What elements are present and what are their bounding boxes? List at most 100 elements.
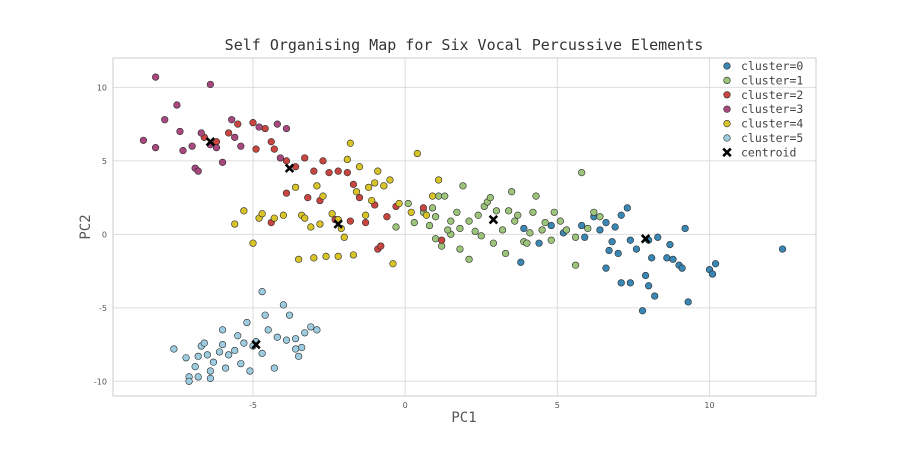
- data-point-cluster-0: [648, 254, 656, 262]
- data-point-cluster-5: [218, 326, 227, 334]
- data-point-cluster-5: [231, 346, 239, 355]
- data-point-cluster-4: [313, 182, 321, 190]
- data-point-cluster-4: [386, 176, 394, 184]
- data-point-cluster-5: [246, 367, 254, 375]
- data-point-cluster-1: [435, 192, 443, 200]
- data-point-cluster-3: [273, 120, 281, 128]
- data-point-cluster-1: [501, 249, 510, 258]
- data-point-cluster-0: [617, 211, 625, 219]
- data-point-cluster-5: [270, 364, 278, 372]
- data-point-cluster-4: [322, 252, 330, 260]
- data-point-cluster-4: [319, 192, 327, 200]
- data-point-cluster-0: [645, 282, 653, 290]
- data-point-cluster-0: [626, 279, 634, 287]
- legend-swatch: [723, 119, 731, 128]
- data-point-cluster-1: [477, 232, 485, 240]
- data-point-cluster-1: [526, 229, 534, 237]
- data-points: [139, 73, 787, 385]
- data-point-cluster-5: [264, 326, 272, 334]
- data-point-cluster-1: [571, 233, 580, 241]
- data-point-cluster-0: [641, 271, 650, 280]
- data-point-cluster-4: [270, 214, 278, 222]
- data-point-cluster-5: [234, 332, 242, 340]
- legend-swatch: [723, 76, 731, 84]
- data-point-cluster-5: [279, 301, 288, 309]
- data-point-cluster-5: [291, 335, 300, 343]
- data-point-cluster-0: [547, 221, 555, 230]
- data-point-cluster-2: [304, 194, 312, 202]
- data-point-cluster-0: [669, 255, 677, 263]
- data-point-cluster-5: [243, 318, 251, 327]
- data-point-cluster-2: [346, 217, 354, 225]
- data-point-cluster-1: [410, 218, 418, 227]
- data-point-cluster-0: [520, 224, 528, 233]
- data-point-cluster-5: [215, 348, 224, 356]
- data-point-cluster-1: [465, 255, 473, 263]
- data-point-cluster-5: [225, 351, 233, 359]
- data-point-cluster-5: [258, 288, 266, 296]
- data-point-cluster-4: [389, 260, 397, 268]
- data-point-cluster-4: [295, 255, 303, 263]
- data-point-cluster-1: [505, 207, 513, 215]
- data-point-cluster-5: [218, 340, 227, 349]
- data-point-cluster-4: [365, 183, 373, 191]
- data-point-cluster-1: [392, 223, 400, 231]
- data-point-cluster-0: [678, 264, 686, 272]
- data-point-cluster-1: [425, 221, 434, 230]
- data-point-cluster-2: [270, 145, 278, 153]
- legend-label: cluster=3: [741, 102, 803, 116]
- y-tick-label: 0: [102, 230, 107, 239]
- data-point-cluster-2: [383, 213, 391, 221]
- y-tick-label: -5: [99, 304, 107, 313]
- data-point-cluster-0: [614, 249, 622, 258]
- data-point-cluster-1: [529, 208, 537, 216]
- data-point-cluster-3: [176, 127, 184, 136]
- data-point-cluster-3: [237, 142, 245, 150]
- data-point-cluster-2: [252, 145, 260, 153]
- data-point-cluster-2: [419, 204, 428, 212]
- data-point-cluster-0: [663, 254, 671, 262]
- legend-swatch: [723, 91, 731, 99]
- data-point-cluster-2: [334, 167, 342, 175]
- data-point-cluster-1: [489, 239, 498, 247]
- data-point-cluster-1: [547, 236, 555, 244]
- data-point-cluster-1: [571, 261, 580, 269]
- data-point-cluster-1: [514, 211, 522, 219]
- data-point-cluster-4: [374, 167, 382, 175]
- data-point-cluster-4: [307, 223, 315, 231]
- data-point-cluster-5: [298, 343, 306, 352]
- legend-entry-centroid: centroid: [722, 145, 796, 159]
- centroid-marker: [640, 234, 651, 244]
- data-point-cluster-0: [711, 260, 720, 268]
- data-point-cluster-4: [343, 155, 351, 163]
- y-tick-label: -10: [94, 377, 107, 386]
- data-point-cluster-5: [203, 351, 211, 359]
- data-point-cluster-4: [380, 182, 388, 190]
- data-point-cluster-4: [422, 211, 431, 219]
- data-point-cluster-1: [431, 213, 440, 221]
- data-point-cluster-2: [249, 119, 257, 127]
- data-point-cluster-4: [407, 208, 415, 216]
- data-point-cluster-3: [179, 146, 187, 155]
- data-point-cluster-5: [240, 339, 248, 347]
- data-point-cluster-5: [313, 326, 321, 334]
- data-point-cluster-0: [708, 270, 717, 278]
- data-point-cluster-1: [441, 192, 449, 200]
- data-point-cluster-4: [258, 210, 266, 218]
- centroid-marker: [333, 219, 343, 229]
- data-point-cluster-1: [590, 208, 598, 216]
- data-point-cluster-0: [578, 221, 586, 230]
- data-point-cluster-5: [222, 364, 230, 372]
- data-point-cluster-2: [319, 157, 327, 165]
- data-point-cluster-5: [206, 374, 214, 382]
- data-point-cluster-1: [428, 204, 437, 212]
- data-point-cluster-4: [371, 179, 379, 187]
- data-point-cluster-0: [684, 298, 692, 306]
- legend-entry-cluster-1: cluster=1: [723, 73, 803, 87]
- legend-swatch: [723, 105, 731, 113]
- data-point-cluster-2: [355, 194, 364, 202]
- data-point-cluster-5: [295, 352, 303, 360]
- data-point-cluster-2: [438, 236, 446, 244]
- data-point-cluster-5: [170, 345, 178, 353]
- data-point-cluster-3: [206, 80, 214, 89]
